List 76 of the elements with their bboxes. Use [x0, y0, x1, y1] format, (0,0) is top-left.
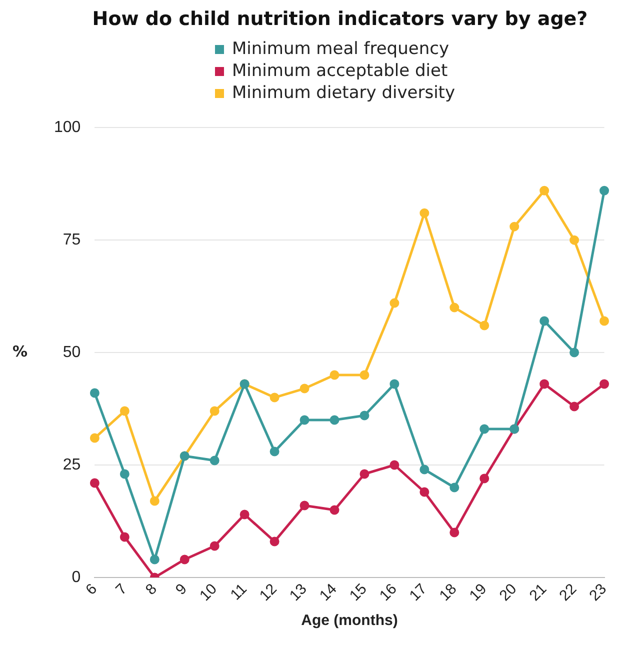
y-tick-label: 0 — [72, 568, 81, 586]
point — [120, 469, 130, 479]
point — [450, 482, 460, 492]
x-tick-label: 14 — [316, 580, 340, 604]
point — [540, 379, 550, 389]
x-axis-title: Age (months) — [301, 612, 398, 630]
x-tick-label: 22 — [556, 580, 580, 604]
x-tick-label: 23 — [586, 580, 610, 604]
point — [420, 208, 430, 218]
x-tick-label: 8 — [142, 580, 160, 598]
point — [180, 554, 190, 564]
point — [270, 392, 280, 402]
legend-label: Minimum meal frequency — [232, 39, 450, 59]
point — [420, 487, 430, 497]
chart-title: How do child nutrition indicators vary by age? — [91, 7, 589, 30]
point — [540, 186, 550, 196]
y-tick-label: 25 — [62, 456, 81, 474]
legend-label: Minimum acceptable diet — [232, 61, 448, 81]
x-tick-label: 17 — [406, 580, 430, 604]
point — [450, 302, 460, 312]
point — [240, 510, 250, 520]
x-tick-label: 6 — [82, 580, 100, 598]
point — [330, 370, 340, 380]
point — [480, 320, 490, 330]
point — [210, 541, 220, 551]
point — [600, 186, 610, 196]
point — [480, 474, 490, 484]
x-tick-label: 10 — [196, 580, 220, 604]
point — [480, 424, 490, 434]
point — [330, 415, 340, 425]
x-tick-label: 7 — [112, 580, 130, 598]
point — [390, 460, 400, 470]
point — [300, 415, 310, 425]
point — [450, 528, 460, 538]
point — [600, 379, 610, 389]
x-tick-label: 12 — [256, 580, 280, 604]
point — [390, 298, 400, 308]
point — [360, 410, 370, 420]
point — [270, 536, 280, 546]
legend-label: Minimum dietary diversity — [232, 83, 456, 103]
point — [570, 348, 580, 358]
x-tick-label: 16 — [376, 580, 400, 604]
point — [360, 469, 370, 479]
point — [540, 316, 550, 326]
x-tick-label: 9 — [172, 580, 190, 598]
point — [120, 532, 130, 542]
point — [300, 384, 310, 394]
y-tick-label: 50 — [62, 344, 81, 361]
x-tick-label: 13 — [286, 580, 310, 604]
point — [510, 222, 520, 232]
point — [90, 433, 100, 443]
point — [390, 379, 400, 389]
point — [150, 496, 160, 506]
y-tick-label: 75 — [62, 231, 81, 248]
point — [210, 456, 220, 466]
point — [120, 406, 130, 416]
point — [330, 505, 340, 515]
point — [600, 316, 610, 326]
point — [570, 402, 580, 412]
x-tick-label: 11 — [227, 580, 250, 604]
point — [570, 235, 580, 245]
point — [90, 478, 100, 488]
x-tick-label: 19 — [466, 580, 490, 604]
x-tick-label: 20 — [496, 580, 520, 604]
point — [210, 406, 220, 416]
y-tick-label: 100 — [54, 119, 81, 136]
y-axis-title: % — [12, 342, 28, 360]
point — [300, 500, 310, 510]
x-tick-label: 15 — [346, 580, 370, 604]
point — [150, 554, 160, 564]
point — [90, 388, 100, 398]
point — [420, 464, 430, 474]
x-tick-label: 18 — [436, 580, 460, 604]
point — [360, 370, 370, 380]
point — [270, 446, 280, 456]
x-tick-label: 21 — [526, 580, 550, 604]
